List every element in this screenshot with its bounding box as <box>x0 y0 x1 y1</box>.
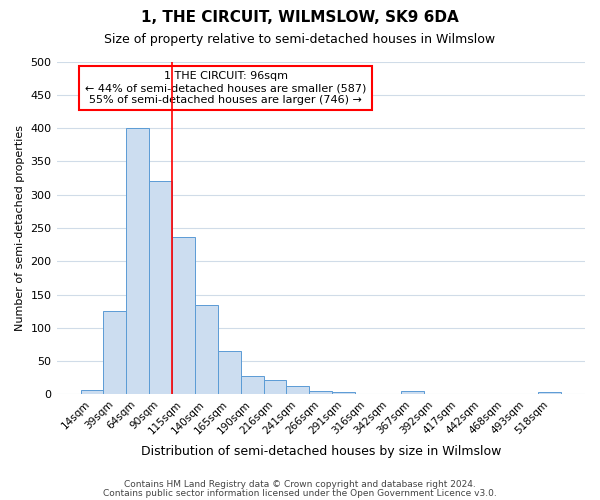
Bar <box>195 304 218 394</box>
Bar <box>310 391 332 394</box>
Text: 1 THE CIRCUIT: 96sqm
← 44% of semi-detached houses are smaller (587)
55% of semi: 1 THE CIRCUIT: 96sqm ← 44% of semi-detac… <box>85 72 367 104</box>
Bar <box>401 391 424 394</box>
Bar <box>332 392 355 394</box>
Text: Contains public sector information licensed under the Open Government Licence v3: Contains public sector information licen… <box>103 488 497 498</box>
Bar <box>241 376 263 394</box>
X-axis label: Distribution of semi-detached houses by size in Wilmslow: Distribution of semi-detached houses by … <box>140 444 501 458</box>
Bar <box>127 128 149 394</box>
Bar <box>149 182 172 394</box>
Bar <box>103 311 127 394</box>
Text: Contains HM Land Registry data © Crown copyright and database right 2024.: Contains HM Land Registry data © Crown c… <box>124 480 476 489</box>
Y-axis label: Number of semi-detached properties: Number of semi-detached properties <box>15 125 25 331</box>
Text: 1, THE CIRCUIT, WILMSLOW, SK9 6DA: 1, THE CIRCUIT, WILMSLOW, SK9 6DA <box>141 10 459 25</box>
Bar <box>286 386 310 394</box>
Bar <box>172 236 195 394</box>
Bar <box>80 390 103 394</box>
Text: Size of property relative to semi-detached houses in Wilmslow: Size of property relative to semi-detach… <box>104 32 496 46</box>
Bar <box>263 380 286 394</box>
Bar <box>218 351 241 395</box>
Bar <box>538 392 561 394</box>
